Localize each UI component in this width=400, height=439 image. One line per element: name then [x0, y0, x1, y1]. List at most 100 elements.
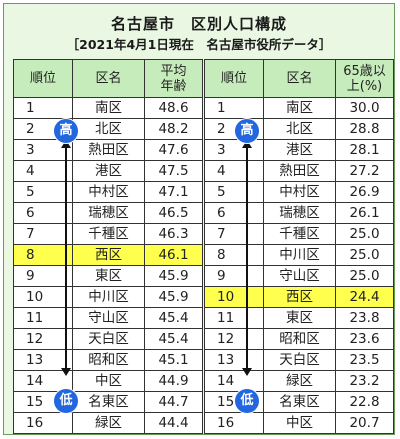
over65-cell: 26.9 — [335, 181, 394, 203]
ward-cell: 中区 — [263, 412, 336, 434]
rank-cell: 8 — [13, 244, 73, 266]
rank-header: 順位 — [13, 59, 73, 98]
over65-header: 65歳以 上(%) — [335, 59, 394, 98]
table-row: 5 中村区 26.9 — [204, 181, 394, 203]
average-age-header-line1: 平均 — [160, 63, 187, 79]
ward-cell: 中村区 — [72, 181, 145, 203]
ward-cell: 緑区 — [263, 370, 336, 392]
table-row: 11 守山区 45.4 — [13, 307, 203, 329]
ward-cell: 中川区 — [263, 244, 336, 266]
ward-cell: 南区 — [72, 97, 145, 119]
average-age-cell: 47.6 — [144, 139, 203, 161]
ward-header: 区名 — [263, 59, 336, 98]
average-age-cell: 45.9 — [144, 265, 203, 287]
over65-cell: 23.8 — [335, 307, 394, 329]
rank-cell: 13 — [204, 349, 264, 371]
rank-cell: 14 — [204, 370, 264, 392]
population-panel: 名古屋市 区別人口構成 ［2021年4月1日現在 名古屋市役所データ］ 順位 区… — [3, 3, 395, 435]
table-row: 9 東区 45.9 — [13, 265, 203, 287]
rank-cell: 7 — [204, 223, 264, 245]
ward-cell: 中村区 — [263, 181, 336, 203]
over65-table: 順位 区名 65歳以 上(%) 1 南区 30.0 2 北区 28.8 3 港区 28.1 4 熱田… — [204, 59, 394, 434]
average-age-cell: 44.9 — [144, 370, 203, 392]
ward-cell: 東区 — [263, 307, 336, 329]
ward-cell: 千種区 — [72, 223, 145, 245]
table-row: 15 名東区 22.8 — [204, 391, 394, 413]
ward-cell: 西区 — [72, 244, 145, 266]
average-age-cell: 46.1 — [144, 244, 203, 266]
page-title: 名古屋市 区別人口構成 — [110, 15, 287, 33]
rank-cell: 9 — [13, 265, 73, 287]
table-row: 11 東区 23.8 — [204, 307, 394, 329]
table-row: 3 港区 28.1 — [204, 139, 394, 161]
rank-cell: 1 — [204, 97, 264, 119]
rank-cell: 16 — [13, 412, 73, 434]
table-row: 1 南区 30.0 — [204, 97, 394, 119]
table-row: 8 中川区 25.0 — [204, 244, 394, 266]
over65-cell: 25.0 — [335, 265, 394, 287]
average-age-cell: 47.1 — [144, 181, 203, 203]
average-age-table: 順位 区名 平均 年齢 1 南区 48.6 2 北区 48.2 3 熱田区 47.6 4 港区 47.… — [13, 59, 203, 434]
rank-cell: 7 — [13, 223, 73, 245]
rank-cell: 11 — [13, 307, 73, 329]
rank-cell: 13 — [13, 349, 73, 371]
table-row: 2 北区 48.2 — [13, 118, 203, 140]
average-age-header-line2: 年齢 — [160, 78, 187, 94]
ward-cell: 守山区 — [263, 265, 336, 287]
table-row: 14 緑区 23.2 — [204, 370, 394, 392]
table-row: 10 西区 24.4 — [204, 286, 394, 308]
over65-cell: 25.0 — [335, 223, 394, 245]
ward-cell: 天白区 — [72, 328, 145, 350]
ward-cell: 守山区 — [72, 307, 145, 329]
ward-cell: 天白区 — [263, 349, 336, 371]
table-row: 9 守山区 25.0 — [204, 265, 394, 287]
table-row: 13 昭和区 45.1 — [13, 349, 203, 371]
table-header-row: 順位 区名 65歳以 上(%) — [204, 59, 394, 98]
over65-cell: 22.8 — [335, 391, 394, 413]
average-age-cell: 48.2 — [144, 118, 203, 140]
over65-cell: 27.2 — [335, 160, 394, 182]
ward-cell: 東区 — [72, 265, 145, 287]
table-row: 16 緑区 44.4 — [13, 412, 203, 434]
table-row: 7 千種区 25.0 — [204, 223, 394, 245]
average-age-cell: 45.4 — [144, 307, 203, 329]
rank-cell: 10 — [13, 286, 73, 308]
ward-cell: 熱田区 — [263, 160, 336, 182]
table-row: 15 名東区 44.7 — [13, 391, 203, 413]
average-age-header: 平均 年齢 — [144, 59, 203, 98]
rank-cell: 12 — [204, 328, 264, 350]
table-row: 4 熱田区 27.2 — [204, 160, 394, 182]
table-row: 12 昭和区 23.6 — [204, 328, 394, 350]
ward-cell: 港区 — [263, 139, 336, 161]
table-row: 7 千種区 46.3 — [13, 223, 203, 245]
ward-cell: 名東区 — [72, 391, 145, 413]
ward-cell: 港区 — [72, 160, 145, 182]
table-row: 12 天白区 45.4 — [13, 328, 203, 350]
average-age-cell: 45.1 — [144, 349, 203, 371]
rank-cell: 12 — [13, 328, 73, 350]
ward-header: 区名 — [72, 59, 145, 98]
ward-cell: 中区 — [72, 370, 145, 392]
table-row: 10 中川区 45.9 — [13, 286, 203, 308]
table-row: 5 中村区 47.1 — [13, 181, 203, 203]
rank-cell: 4 — [204, 160, 264, 182]
over65-cell: 28.1 — [335, 139, 394, 161]
rank-header: 順位 — [204, 59, 264, 98]
ward-cell: 北区 — [72, 118, 145, 140]
rank-cell: 5 — [204, 181, 264, 203]
average-age-cell: 48.6 — [144, 97, 203, 119]
ward-cell: 南区 — [263, 97, 336, 119]
table-row: 4 港区 47.5 — [13, 160, 203, 182]
arrow-up-icon — [61, 140, 71, 148]
table-row: 2 北区 28.8 — [204, 118, 394, 140]
rank-arrow-line-left — [65, 146, 67, 372]
ward-cell: 中川区 — [72, 286, 145, 308]
over65-cell: 24.4 — [335, 286, 394, 308]
arrow-up-icon — [242, 140, 252, 148]
page-subtitle: ［2021年4月1日現在 名古屋市役所データ］ — [66, 37, 332, 52]
average-age-cell: 44.7 — [144, 391, 203, 413]
table-row: 1 南区 48.6 — [13, 97, 203, 119]
rank-arrow-line-right — [246, 146, 248, 372]
average-age-table-body: 1 南区 48.6 2 北区 48.2 3 熱田区 47.6 4 港区 47.5 5 中村区 47.1 6 瑞穂… — [13, 97, 203, 434]
over65-cell: 25.0 — [335, 244, 394, 266]
